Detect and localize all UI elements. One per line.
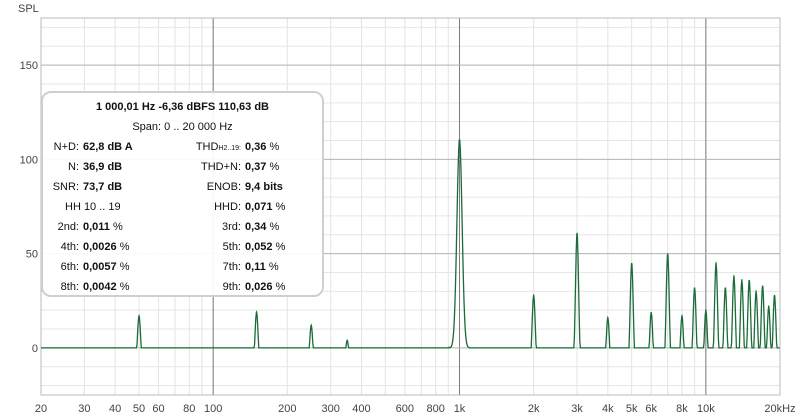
h2-value: 0,011	[83, 221, 110, 233]
x-tick-label: 1k	[454, 403, 466, 415]
x-tick-label: 300	[322, 403, 340, 415]
percent-unit: %	[112, 221, 123, 233]
h2-value-row: 0,011 %	[83, 221, 123, 233]
thdn-value: 0,37	[245, 161, 267, 173]
x-axis-ticks: 20 30 40 50 60 80 100 200 300 400 600 800 1k 2k 3k 4k 5k…	[35, 403, 796, 415]
x-tick-label: 200	[278, 403, 296, 415]
snr-value: 73,7 dB	[83, 181, 123, 193]
h5-label: 5th:	[222, 241, 241, 253]
percent-unit: %	[119, 261, 130, 273]
x-tick-label: 100	[204, 403, 222, 415]
h4-label: 4th:	[60, 241, 79, 253]
y-tick-label: 50	[26, 249, 38, 261]
x-tick-label: 80	[183, 403, 195, 415]
x-tick-label: 20	[35, 403, 47, 415]
hh-label: HH 10 .. 19	[65, 201, 121, 213]
h5-value-row: 0,052 %	[245, 241, 285, 253]
thd-h2-value-row: 0,36 %	[245, 141, 279, 153]
x-tick-label: 400	[352, 403, 370, 415]
x-tick-label: 5k	[626, 403, 638, 415]
info-span: Span: 0 .. 20 000 Hz	[43, 121, 322, 133]
x-tick-label: 20kHz	[764, 403, 795, 415]
x-tick-label: 2k	[528, 403, 540, 415]
h8-value-row: 0,0042 %	[83, 281, 130, 293]
y-tick-label: 100	[20, 154, 38, 166]
snr-label: SNR:	[52, 181, 79, 193]
percent-unit: %	[268, 261, 279, 273]
h3-value: 0,34	[245, 221, 267, 233]
thd-h2-value: 0,36	[245, 141, 267, 153]
h7-value-row: 0,11 %	[245, 261, 279, 273]
hhd-label: HHD:	[214, 201, 241, 213]
y-tick-label: 150	[20, 60, 38, 72]
h5-value: 0,052	[245, 241, 273, 253]
x-tick-label: 40	[109, 403, 121, 415]
h6-value: 0,0057	[83, 261, 117, 273]
thdn-value-row: 0,37 %	[245, 161, 279, 173]
thdn-label: THD+N:	[200, 161, 241, 173]
h9-value: 0,026	[245, 281, 273, 293]
span-text: Span: 0 .. 20 000 Hz	[132, 121, 233, 133]
h2-label: 2nd:	[57, 221, 79, 233]
h3-value-row: 0,34 %	[245, 221, 279, 233]
n-label: N:	[68, 161, 79, 173]
n-value: 36,9 dB	[83, 161, 123, 173]
info-header: 1 000,01 Hz -6,36 dBFS 110,63 dB	[95, 101, 270, 113]
x-tick-label: 60	[152, 403, 164, 415]
percent-unit: %	[275, 281, 286, 293]
x-tick-label: 6k	[645, 403, 657, 415]
h7-label: 7th:	[222, 261, 241, 273]
percent-unit: %	[269, 161, 280, 173]
x-tick-label: 800	[426, 403, 444, 415]
thd-h2-label: THDH2..19:	[173, 141, 241, 153]
h3-label: 3rd:	[222, 221, 241, 233]
nd-label: N+D:	[53, 141, 79, 153]
h9-label: 9th:	[222, 281, 241, 293]
percent-unit: %	[269, 141, 280, 153]
percent-unit: %	[275, 241, 286, 253]
hhd-value: 0,071	[245, 201, 273, 213]
enob-value: 9,4 bits	[245, 181, 283, 193]
percent-unit: %	[269, 221, 280, 233]
x-tick-label: 4k	[602, 403, 614, 415]
y-tick-label: 0	[32, 343, 38, 355]
h9-value-row: 0,026 %	[245, 281, 285, 293]
h4-value: 0,0026	[83, 241, 117, 253]
percent-unit: %	[275, 201, 286, 213]
y-axis-label: SPL	[18, 3, 39, 15]
percent-unit: %	[119, 241, 130, 253]
nd-value: 62,8 dB A	[83, 141, 133, 153]
hhd-value-row: 0,071 %	[245, 201, 285, 213]
x-tick-label: 8k	[676, 403, 688, 415]
x-tick-label: 30	[78, 403, 90, 415]
thd-subscript: H2..19:	[218, 145, 241, 152]
h6-label: 6th:	[60, 261, 79, 273]
h4-value-row: 0,0026 %	[83, 241, 130, 253]
h8-label: 8th:	[60, 281, 79, 293]
x-tick-label: 10k	[697, 403, 715, 415]
measurement-info-box[interactable]: 1 000,01 Hz -6,36 dBFS 110,63 dB Span: 0…	[41, 91, 324, 297]
spectrum-trace	[41, 139, 780, 349]
x-tick-label: 600	[396, 403, 414, 415]
minor-grid	[40, 18, 781, 395]
y-axis-ticks: 0 50 100 150	[20, 60, 38, 355]
x-tick-label: 3k	[571, 403, 583, 415]
x-tick-label: 50	[133, 403, 145, 415]
h7-value: 0,11	[245, 261, 266, 273]
enob-label: ENOB:	[206, 181, 241, 193]
h6-value-row: 0,0057 %	[83, 261, 130, 273]
h8-value: 0,0042	[83, 281, 117, 293]
percent-unit: %	[119, 281, 130, 293]
thd-text: THD	[195, 141, 219, 153]
